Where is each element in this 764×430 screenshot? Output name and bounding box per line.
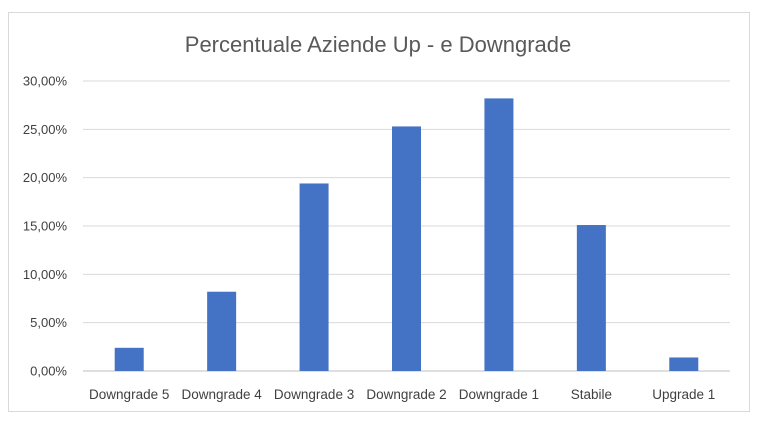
bar-downgrade-5 [114, 347, 144, 371]
x-tick-label: Upgrade 1 [652, 387, 715, 402]
x-axis-tick-labels: Downgrade 5 Downgrade 4 Downgrade 3 Downgra… [89, 387, 715, 402]
bar-downgrade-2 [392, 126, 421, 371]
bars [114, 98, 699, 372]
y-tick-label: 0,00% [30, 364, 67, 379]
y-tick-label: 20,00% [23, 170, 68, 185]
bar-downgrade-1 [484, 98, 514, 372]
bar-stabile [576, 225, 606, 371]
bar-downgrade-3 [299, 183, 329, 371]
x-tick-label: Downgrade 3 [274, 387, 354, 402]
y-tick-label: 10,00% [23, 267, 68, 282]
x-tick-label: Downgrade 1 [459, 387, 539, 402]
x-tick-label: Downgrade 5 [89, 387, 169, 402]
x-tick-label: Stabile [571, 387, 612, 402]
y-tick-label: 15,00% [23, 219, 68, 234]
bar-downgrade-4 [207, 291, 237, 371]
bar-upgrade-1 [669, 357, 699, 371]
y-tick-label: 5,00% [30, 315, 67, 330]
chart-frame [8, 12, 750, 412]
y-tick-label: 30,00% [23, 74, 68, 89]
y-tick-label: 25,00% [23, 122, 68, 137]
chart-title: Percentuale Aziende Up - e Downgrade [185, 32, 571, 57]
x-tick-label: Downgrade 4 [181, 387, 262, 402]
y-axis-tick-labels: 0,00% 5,00% 10,00% 15,00% 20,00% 25,00% 30,00% [23, 74, 68, 379]
x-tick-label: Downgrade 2 [366, 387, 446, 402]
